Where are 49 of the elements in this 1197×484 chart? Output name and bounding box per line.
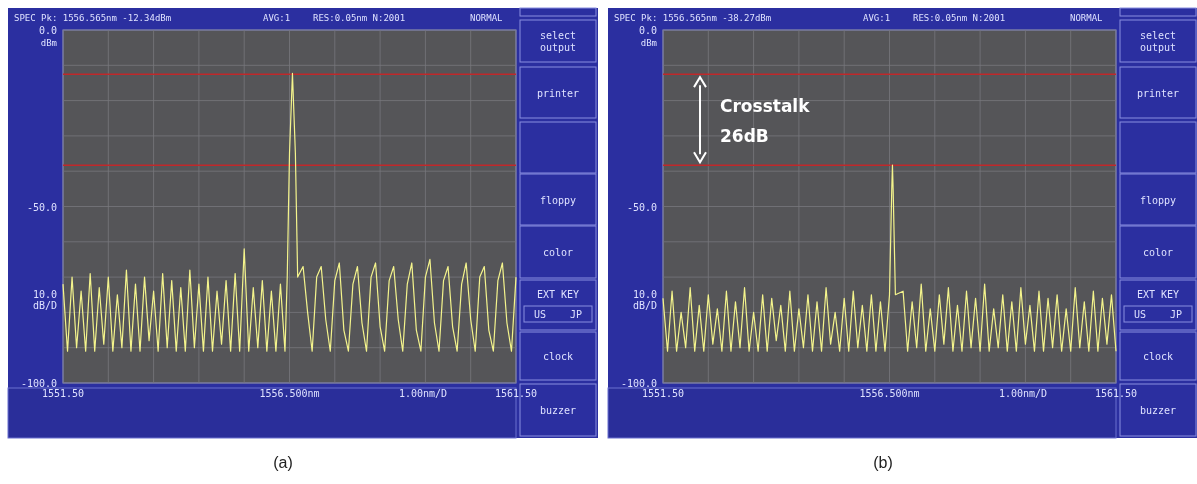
text: select output [539, 30, 577, 53]
text: dBm [40, 38, 57, 48]
text: AVG:1 [863, 13, 891, 23]
x-axis-title: 1.00nm/D [398, 388, 448, 399]
text: buzzer [1139, 405, 1177, 416]
text: select output [1139, 30, 1177, 53]
text: printer [1136, 87, 1180, 99]
y-tick-label: -50.0 [26, 201, 57, 213]
y-tick-label: 0.0 [638, 25, 657, 36]
y-axis-title: 10.0 dB/D [32, 289, 57, 311]
y-tick-label: -100.0 [620, 378, 657, 389]
x-tick-label: 1556.500nm [859, 388, 920, 399]
text: printer [536, 87, 580, 99]
text: JP [569, 309, 583, 320]
text: clock [542, 351, 574, 362]
annotation: Crosstalk 26dB [720, 95, 811, 146]
text: JP [1169, 309, 1183, 320]
x-axis-title: 1.00nm/D [998, 388, 1048, 399]
text: RES:0.05nm N:2001 [313, 13, 406, 23]
line-series [62, 72, 517, 352]
text: color [542, 247, 574, 258]
text: dBm [640, 38, 657, 48]
text: AVG:1 [263, 13, 291, 23]
x-tick-label: 1551.50 [641, 388, 685, 399]
text: RES:0.05nm N:2001 [913, 13, 1006, 23]
text: floppy [539, 194, 577, 206]
x-tick-label: 1556.500nm [259, 388, 320, 399]
x-tick-label: 1561.50 [1094, 388, 1138, 399]
text: floppy [1139, 194, 1177, 206]
line-series [662, 164, 1117, 352]
text: EXT KEY [536, 289, 580, 300]
text: (b) [873, 454, 893, 471]
x-tick-label: 1551.50 [41, 388, 85, 399]
text: buzzer [539, 405, 577, 416]
y-tick-label: -100.0 [20, 378, 57, 389]
x-tick-label: 1561.50 [494, 388, 538, 399]
text: NORMAL [470, 13, 503, 23]
text: SPEC Pk: 1556.565nm -12.34dBm [14, 13, 172, 23]
y-tick-label: 0.0 [38, 25, 57, 36]
y-axis-title: 10.0 dB/D [632, 289, 657, 311]
text: color [1142, 247, 1174, 258]
text: US [533, 309, 547, 320]
text: SPEC Pk: 1556.565nm -38.27dBm [614, 13, 772, 23]
text: NORMAL [1070, 13, 1103, 23]
text: EXT KEY [1136, 289, 1180, 300]
text: (a) [273, 454, 293, 471]
y-tick-label: -50.0 [626, 201, 657, 213]
text: US [1133, 309, 1147, 320]
text: clock [1142, 351, 1174, 362]
